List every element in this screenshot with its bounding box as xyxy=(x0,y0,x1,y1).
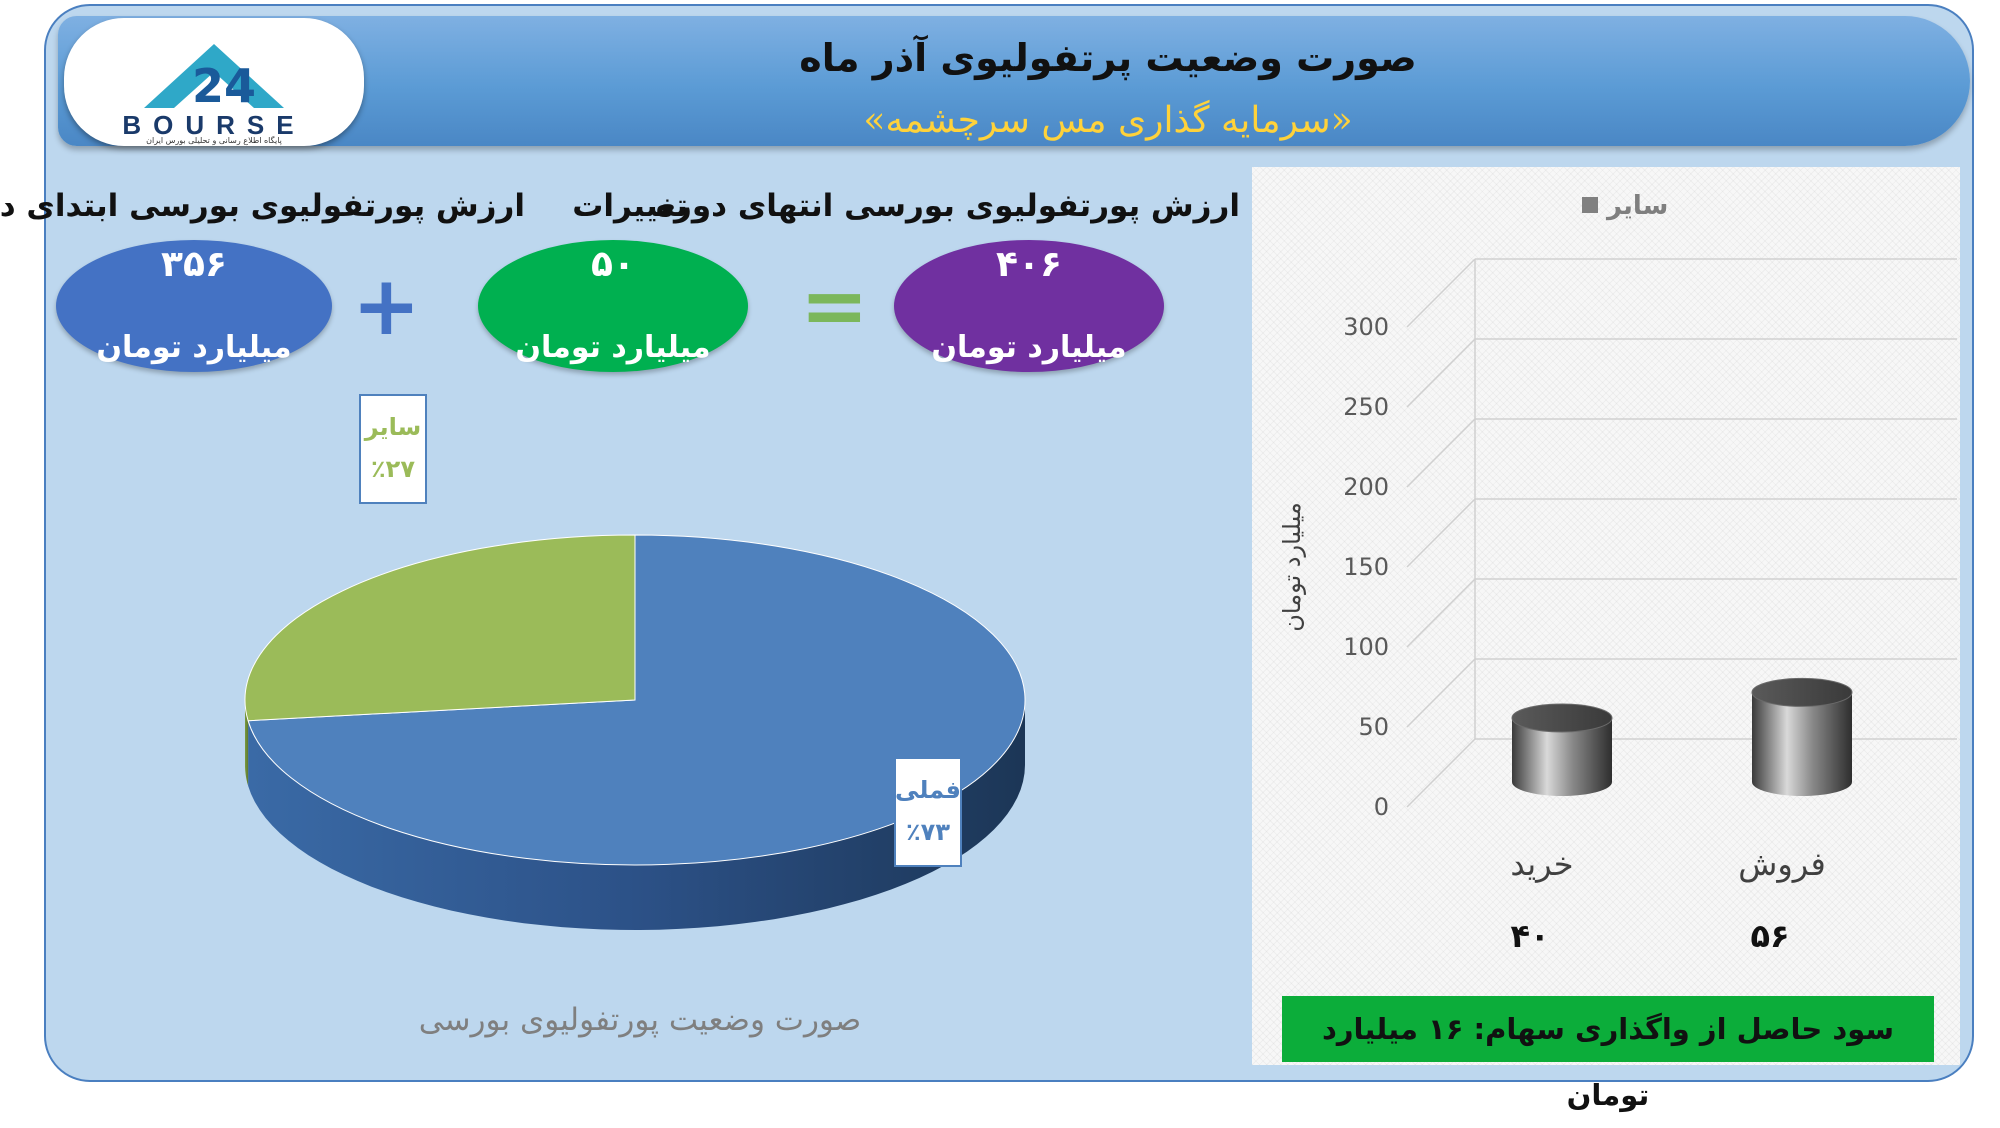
kpi-start-value: ۳۵۶ xyxy=(161,244,227,285)
bar-value-label-0: ۴۰ xyxy=(1510,917,1549,955)
kpi-change-unit: میلیارد تومان xyxy=(515,330,711,365)
grid-diag-6 xyxy=(1406,258,1476,328)
kpi-change-value: ۵۰ xyxy=(591,244,635,285)
kpi-start-ellipse: ۳۵۶ میلیارد تومان xyxy=(56,240,332,372)
pie-label-0: فملی ٪۷۳ xyxy=(894,757,962,867)
pie-label-name-0: فملی xyxy=(895,776,961,804)
x-category-1: فروش xyxy=(1738,845,1825,883)
pie-title: صورت وضعیت پورتفولیوی بورسی xyxy=(419,1002,862,1038)
y-tick-2: 100 xyxy=(1343,633,1389,661)
y-tick-5: 250 xyxy=(1343,393,1389,421)
grid-diag-1 xyxy=(1406,658,1476,728)
logo-tagline: پایگاه اطلاع رسانی و تحلیلی بورس ایران xyxy=(146,136,282,145)
pie-side-0 xyxy=(248,700,1026,930)
pie-chart: فملی ٪۷۳ سایر ٪۲۷ صورت وضعیت پورتفولیوی بورس… xyxy=(244,394,1026,1038)
kpi-change-label: تغییرات xyxy=(572,188,688,224)
svg-text:24: 24 xyxy=(192,59,256,113)
grid-diag-4 xyxy=(1406,418,1476,488)
plus-operator: + xyxy=(352,259,421,354)
page-title: صورت وضعیت پرتفولیوی آذر ماه xyxy=(799,36,1417,80)
legend-label: سایر xyxy=(1605,191,1668,221)
profit-banner: سود حاصل از واگذاری سهام: ۱۶ میلیارد توم… xyxy=(1282,996,1934,1112)
kpi-change-ellipse: ۵۰ میلیارد تومان xyxy=(478,240,748,372)
header-banner: صورت وضعیت پرتفولیوی آذر ماه «سرمایه گذا… xyxy=(58,16,1970,146)
bar-chart-panel xyxy=(1252,167,1960,1065)
pie-side-1 xyxy=(245,700,249,786)
pie-label-value-0: ٪۷۳ xyxy=(906,818,950,846)
equals-operator: = xyxy=(800,259,869,354)
bar-chart: 0 50 100 150 200 250 300 میلیارد تومان سایر خرید ۴… xyxy=(1278,191,1957,955)
kpi-start-unit: میلیارد تومان xyxy=(96,330,292,365)
grid-diag-3 xyxy=(1406,498,1476,568)
legend-swatch xyxy=(1582,197,1598,213)
y-tick-3: 150 xyxy=(1343,553,1389,581)
kpi-start-label: ارزش پورتفولیوی بورسی ابتدای دوره xyxy=(0,188,525,224)
y-tick-1: 50 xyxy=(1358,713,1389,741)
x-category-0: خرید xyxy=(1510,845,1573,883)
logo-mark-icon: 24 xyxy=(144,44,284,113)
grid-diag-5 xyxy=(1406,338,1476,408)
logo-wordmark: BOURSE xyxy=(122,110,306,140)
grid-diag-0 xyxy=(1406,738,1476,808)
pie-slice-1 xyxy=(244,534,636,722)
bourse-logo: 24 BOURSE پایگاه اطلاع رسانی و تحلیلی بو… xyxy=(64,18,364,146)
y-tick-0: 0 xyxy=(1374,793,1389,821)
kpi-end-ellipse: ۴۰۶ میلیارد تومان xyxy=(894,240,1164,372)
bar-value-label-1: ۵۶ xyxy=(1750,917,1789,955)
pie-label-1: سایر ٪۲۷ xyxy=(359,394,427,504)
grid-diag-2 xyxy=(1406,578,1476,648)
y-tick-6: 300 xyxy=(1343,313,1389,341)
y-axis-title: میلیارد تومان xyxy=(1278,502,1306,631)
kpi-end-unit: میلیارد تومان xyxy=(931,330,1127,365)
kpi-end-value: ۴۰۶ xyxy=(996,244,1062,285)
page-subtitle: «سرمایه گذاری مس سرچشمه» xyxy=(863,100,1353,141)
pie-label-name-1: سایر xyxy=(364,413,422,441)
bar-1 xyxy=(1751,677,1853,796)
kpi-end-label: ارزش پورتفولیوی بورسی انتهای دوره xyxy=(655,188,1240,224)
pie-label-value-1: ٪۲۷ xyxy=(371,455,415,483)
y-tick-4: 200 xyxy=(1343,473,1389,501)
bar-0 xyxy=(1511,703,1613,796)
